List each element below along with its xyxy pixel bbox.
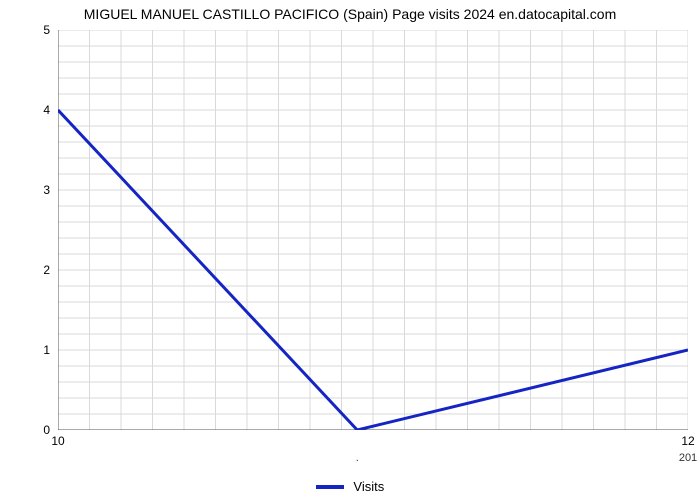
y-tick-label: 3 (10, 183, 50, 197)
x-tick-label: 10 (51, 434, 64, 448)
grid-minor (58, 30, 688, 430)
legend: Visits (0, 478, 700, 494)
x-sub-label: . (356, 452, 359, 464)
y-tick-label: 1 (10, 343, 50, 357)
y-tick-label: 0 (10, 423, 50, 437)
y-tick-label: 2 (10, 263, 50, 277)
x-tick-label: 12 (681, 434, 694, 448)
legend-swatch (316, 485, 344, 489)
y-tick-label: 4 (10, 103, 50, 117)
x-sub-label: 201 (679, 452, 697, 464)
chart-container: MIGUEL MANUEL CASTILLO PACIFICO (Spain) … (0, 0, 700, 500)
y-tick-label: 5 (10, 23, 50, 37)
legend-label: Visits (353, 479, 384, 494)
chart-title: MIGUEL MANUEL CASTILLO PACIFICO (Spain) … (0, 6, 700, 22)
plot-area (58, 30, 688, 430)
plot-svg (58, 30, 688, 430)
